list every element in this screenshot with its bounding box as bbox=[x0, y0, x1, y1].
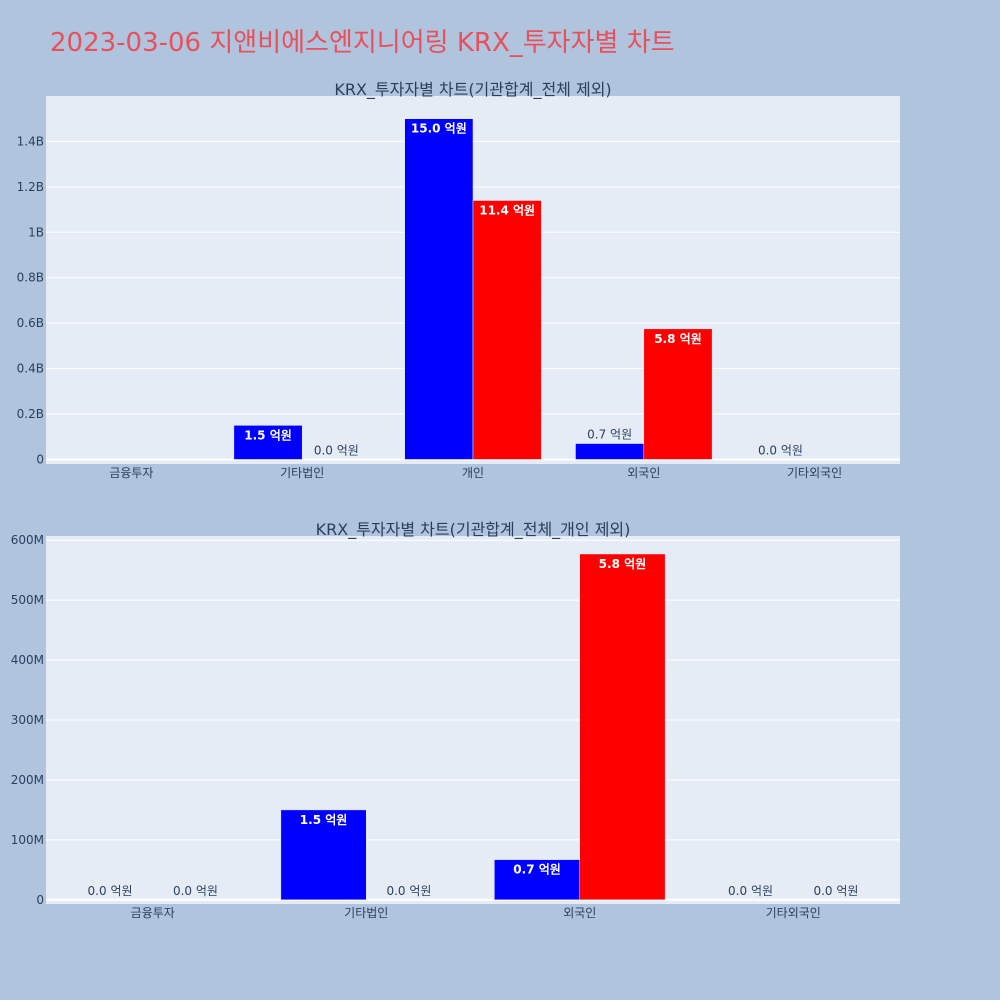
bar bbox=[233, 425, 303, 460]
data-label: 0.0 억원 bbox=[386, 884, 431, 898]
y-tick-label: 0.8B bbox=[17, 271, 44, 285]
chart-top: 0 0.2B 0.4B 0.6B 0.8B 1B 1.2B 1.4B KRX_투자자별 차트(기… bbox=[17, 80, 900, 480]
x-tick-label: 외국인 bbox=[563, 906, 596, 920]
data-label: 1.5 억원 bbox=[244, 428, 292, 442]
x-tick-label: 기타법인 bbox=[344, 906, 388, 920]
y-tick-label: 0 bbox=[36, 893, 44, 907]
data-label: 0.0 억원 bbox=[173, 884, 218, 898]
bar bbox=[643, 328, 713, 460]
y-tick-label: 1.2B bbox=[17, 180, 44, 194]
y-tick-label: 1B bbox=[28, 225, 44, 239]
y-tick-label: 0 bbox=[36, 452, 44, 466]
y-tick-label: 0.6B bbox=[17, 316, 44, 330]
x-tick-label: 기타외국인 bbox=[787, 466, 842, 480]
data-label: 0.0 억원 bbox=[758, 443, 803, 457]
bar bbox=[494, 859, 581, 901]
x-tick-label: 기타외국인 bbox=[766, 906, 821, 920]
data-label: 1.5 억원 bbox=[300, 813, 348, 827]
y-tick-label: 200M bbox=[11, 773, 44, 787]
bar bbox=[579, 553, 666, 901]
x-tick-label: 금융투자 bbox=[109, 466, 153, 480]
data-label: 15.0 억원 bbox=[411, 122, 467, 136]
data-label: 0.0 억원 bbox=[813, 884, 858, 898]
data-label: 0.0 억원 bbox=[314, 443, 359, 457]
bar bbox=[575, 443, 645, 460]
y-tick-label: 300M bbox=[11, 713, 44, 727]
data-label: 0.0 억원 bbox=[88, 884, 133, 898]
data-label: 0.7 억원 bbox=[513, 863, 561, 877]
y-tick-label: 100M bbox=[11, 833, 44, 847]
x-tick-label: 개인 bbox=[462, 466, 484, 480]
chart-subtitle: KRX_투자자별 차트(기관합계_전체 제외) bbox=[334, 80, 611, 100]
x-tick-label: 금융투자 bbox=[131, 906, 175, 920]
y-tick-label: 400M bbox=[11, 653, 44, 667]
chart-subtitle: KRX_투자자별 차트(기관합계_전체_개인 제외) bbox=[316, 520, 631, 540]
page-title: 2023-03-06 지앤비에스엔지니어링 KRX_투자자별 차트 bbox=[50, 28, 675, 58]
y-tick-label: 0.2B bbox=[17, 407, 44, 421]
y-tick-label: 1.4B bbox=[17, 134, 44, 148]
bar bbox=[404, 118, 474, 460]
bar bbox=[280, 809, 367, 901]
bar bbox=[472, 200, 542, 460]
data-label: 0.7 억원 bbox=[587, 428, 632, 442]
x-tick-label: 기타법인 bbox=[280, 466, 324, 480]
data-label: 5.8 억원 bbox=[599, 557, 647, 571]
data-label: 0.0 억원 bbox=[728, 884, 773, 898]
data-label: 5.8 억원 bbox=[654, 332, 702, 346]
y-tick-label: 0.4B bbox=[17, 362, 44, 376]
y-tick-label: 600M bbox=[11, 533, 44, 547]
chart-bottom: 0 100M 200M 300M 400M 500M 600M KRX_투자자별 차트(기관합… bbox=[11, 520, 900, 920]
y-tick-label: 500M bbox=[11, 593, 44, 607]
x-tick-label: 외국인 bbox=[627, 466, 660, 480]
data-label: 11.4 억원 bbox=[479, 203, 535, 217]
